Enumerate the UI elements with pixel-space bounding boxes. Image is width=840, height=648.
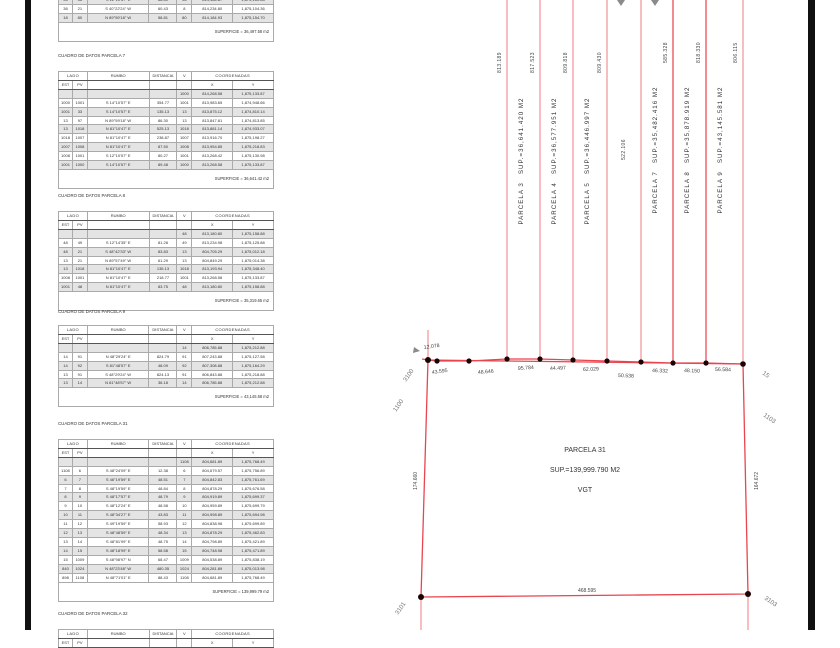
svg-text:164.672: 164.672: [754, 472, 760, 490]
svg-text:585.328: 585.328: [663, 42, 669, 63]
svg-text:48.150: 48.150: [684, 368, 700, 375]
svg-text:174.660: 174.660: [413, 472, 419, 490]
svg-text:3101: 3101: [394, 600, 408, 616]
svg-text:44.497: 44.497: [550, 365, 566, 372]
svg-text:56.584: 56.584: [715, 367, 731, 373]
svg-text:PARCELA 7 SUP.=35,482.416 M2: PARCELA 7 SUP.=35,482.416 M2: [652, 87, 659, 214]
svg-text:PARCELA 9 SUP.=43,145.581 M2: PARCELA 9 SUP.=43,145.581 M2: [717, 87, 724, 214]
svg-text:468.595: 468.595: [578, 588, 596, 594]
svg-text:50.538: 50.538: [618, 373, 634, 380]
svg-text:43.595: 43.595: [431, 368, 448, 376]
svg-text:PARCELA 8 SUP.=35,878.919 M2: PARCELA 8 SUP.=35,878.919 M2: [684, 87, 691, 214]
svg-text:3103: 3103: [763, 595, 779, 609]
svg-text:3100: 3100: [402, 367, 416, 383]
svg-text:15: 15: [761, 370, 771, 380]
svg-text:813.189: 813.189: [497, 52, 503, 73]
svg-text:1100: 1100: [392, 398, 406, 413]
svg-text:809.818: 809.818: [563, 52, 569, 73]
svg-text:46.332: 46.332: [652, 368, 668, 375]
svg-text:PARCELA 5 SUP.=36,446.997 M2: PARCELA 5 SUP.=36,446.997 M2: [584, 98, 591, 225]
svg-text:PARCELA 3 SUP.=36,641.420 M2: PARCELA 3 SUP.=36,641.420 M2: [518, 98, 525, 225]
svg-text:62.029: 62.029: [583, 366, 599, 373]
svg-text:818.330: 818.330: [696, 42, 702, 63]
svg-text:12.078: 12.078: [423, 343, 440, 351]
svg-text:PARCELA 31: PARCELA 31: [564, 447, 606, 454]
svg-text:VGT: VGT: [578, 487, 593, 494]
svg-text:SUP.=139,999.790 M2: SUP.=139,999.790 M2: [550, 467, 620, 474]
svg-text:817.523: 817.523: [530, 52, 536, 73]
svg-text:95.784: 95.784: [518, 365, 534, 372]
svg-text:522.106: 522.106: [621, 139, 627, 160]
svg-text:809.430: 809.430: [597, 52, 603, 73]
svg-text:1103: 1103: [762, 412, 777, 426]
svg-text:48.646: 48.646: [478, 369, 494, 376]
svg-text:PARCELA 4 SUP.=36,577.951 M2: PARCELA 4 SUP.=36,577.951 M2: [551, 98, 558, 225]
svg-text:806.115: 806.115: [733, 42, 739, 63]
